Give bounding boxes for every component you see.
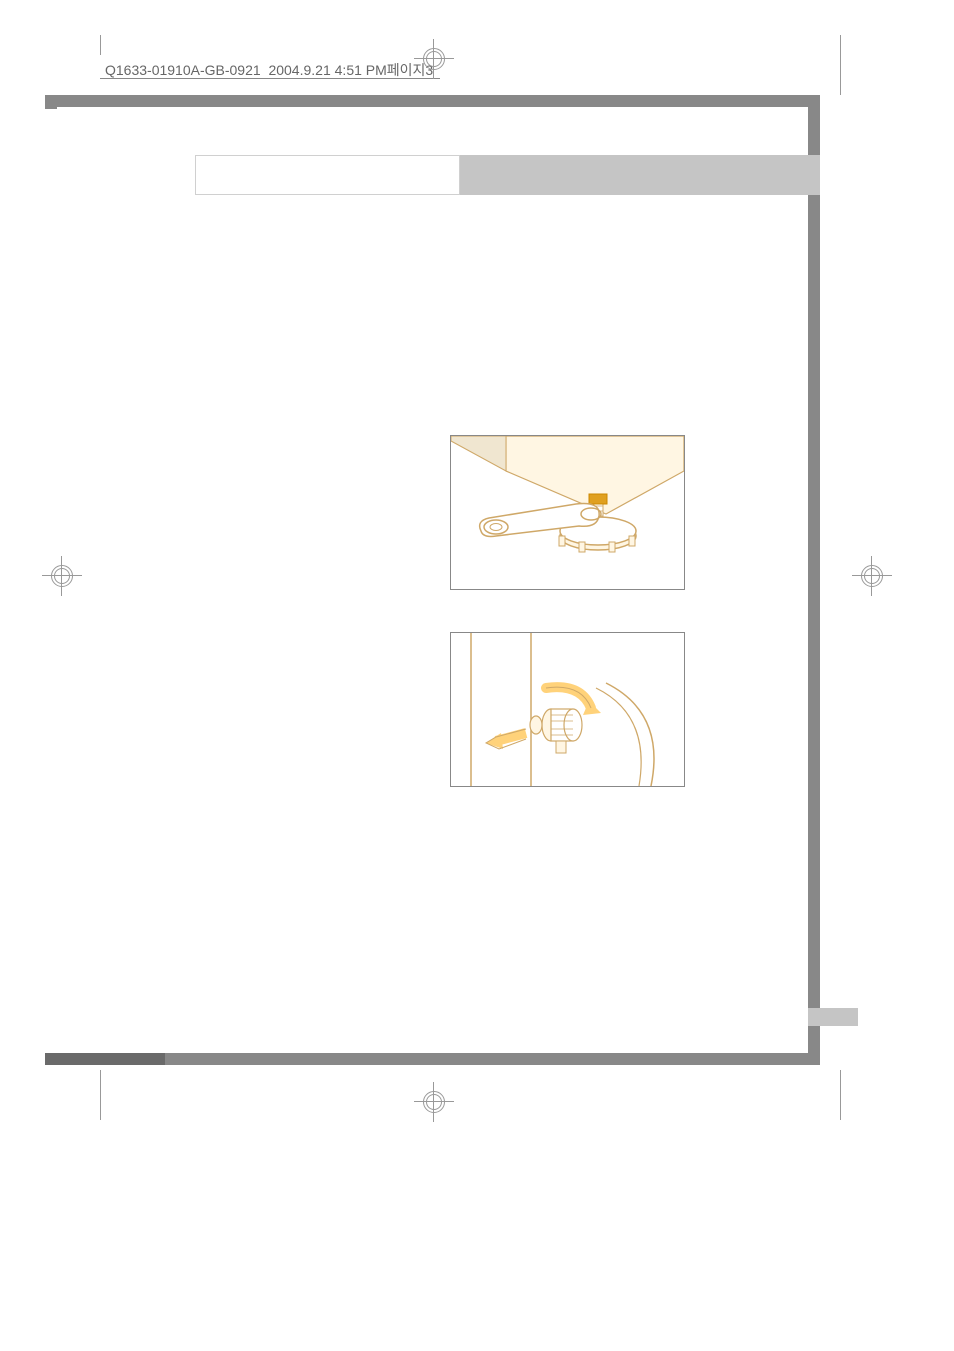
header-underline bbox=[100, 78, 440, 79]
doc-date: 2004.9.21 bbox=[268, 62, 330, 78]
figure-filter-cap bbox=[450, 632, 685, 787]
page-tab bbox=[808, 1008, 858, 1026]
title-band-shaded bbox=[460, 155, 820, 195]
crop-tick-top-left bbox=[100, 35, 101, 55]
filter-cap-icon bbox=[451, 633, 684, 786]
page-root: Q1633-01910A-GB-0921 2004.9.21 4:51 PM페이… bbox=[0, 0, 954, 1351]
doc-time: 4:51 PM bbox=[335, 62, 387, 78]
frame-bottom-accent bbox=[45, 1053, 165, 1065]
doc-id: Q1633-01910A-GB-0921 bbox=[105, 62, 261, 78]
leveling-foot-icon bbox=[451, 436, 684, 589]
frame-left-stub bbox=[45, 95, 57, 109]
header-text: Q1633-01910A-GB-0921 2004.9.21 4:51 PM페이… bbox=[105, 60, 433, 80]
crop-tick-top-right bbox=[840, 35, 841, 95]
crop-tick-bottom-right bbox=[840, 1070, 841, 1120]
frame-right bbox=[808, 95, 820, 1065]
title-band-white bbox=[195, 155, 460, 195]
crop-tick-bottom-left bbox=[100, 1070, 101, 1120]
figure-leveling-foot bbox=[450, 435, 685, 590]
frame-top bbox=[45, 95, 820, 107]
registration-mark-top bbox=[420, 45, 448, 73]
